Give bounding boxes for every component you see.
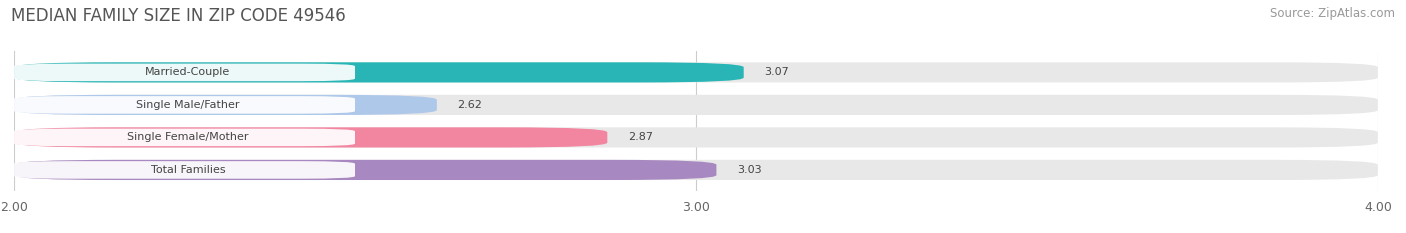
Text: Married-Couple: Married-Couple <box>145 67 231 77</box>
FancyBboxPatch shape <box>14 96 354 114</box>
FancyBboxPatch shape <box>14 161 354 179</box>
Text: 3.03: 3.03 <box>737 165 762 175</box>
FancyBboxPatch shape <box>14 160 717 180</box>
FancyBboxPatch shape <box>14 127 1378 147</box>
FancyBboxPatch shape <box>14 129 354 146</box>
Text: Single Female/Mother: Single Female/Mother <box>127 132 249 142</box>
FancyBboxPatch shape <box>14 64 354 81</box>
Text: 2.62: 2.62 <box>457 100 482 110</box>
Text: 3.07: 3.07 <box>763 67 789 77</box>
FancyBboxPatch shape <box>14 95 437 115</box>
Text: Total Families: Total Families <box>150 165 225 175</box>
FancyBboxPatch shape <box>14 62 1378 82</box>
FancyBboxPatch shape <box>14 95 1378 115</box>
FancyBboxPatch shape <box>14 160 1378 180</box>
Text: MEDIAN FAMILY SIZE IN ZIP CODE 49546: MEDIAN FAMILY SIZE IN ZIP CODE 49546 <box>11 7 346 25</box>
FancyBboxPatch shape <box>14 62 744 82</box>
Text: 2.87: 2.87 <box>627 132 652 142</box>
FancyBboxPatch shape <box>14 127 607 147</box>
Text: Single Male/Father: Single Male/Father <box>136 100 239 110</box>
Text: Source: ZipAtlas.com: Source: ZipAtlas.com <box>1270 7 1395 20</box>
